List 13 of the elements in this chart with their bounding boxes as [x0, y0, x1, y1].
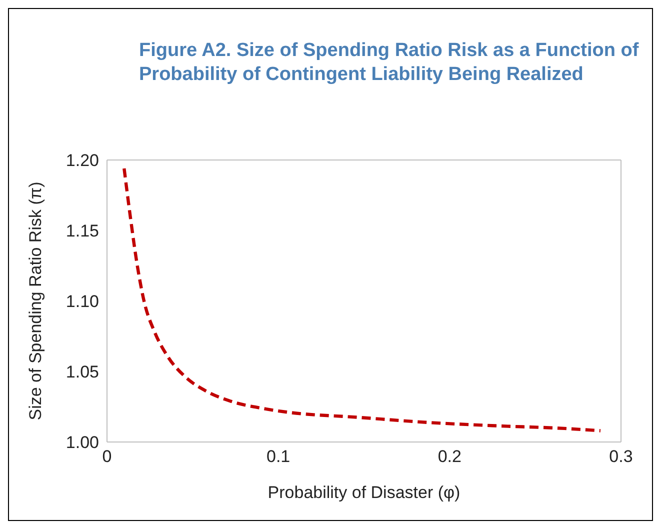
- x-tick-label: 0.3: [609, 447, 633, 466]
- y-tick-label: 1.00: [66, 433, 99, 452]
- x-axis-title: Probability of Disaster (φ): [268, 483, 460, 502]
- chart-title: Figure A2. Size of Spending Ratio Risk as a Function of Probability of Contingent Liability Being Realized: [139, 39, 639, 87]
- x-tick-label: 0.2: [438, 447, 462, 466]
- x-tick-label: 0: [102, 447, 112, 466]
- y-tick-label: 1.20: [66, 151, 99, 170]
- line-series: [122, 166, 602, 432]
- y-axis-title: Size of Spending Ratio Risk (π): [26, 182, 46, 420]
- y-tick-label: 1.15: [66, 222, 99, 241]
- y-tick-label: 1.05: [66, 362, 99, 382]
- x-tick-label: 0.1: [266, 447, 290, 466]
- y-tick-label: 1.10: [66, 292, 99, 312]
